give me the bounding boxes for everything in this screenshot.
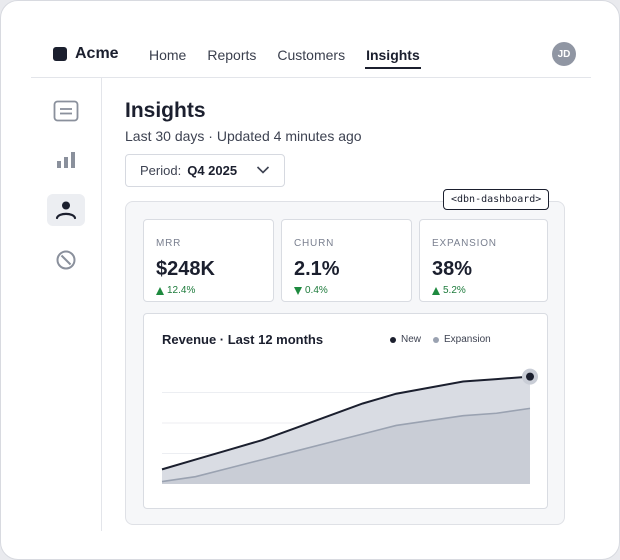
metric-value: 38% bbox=[432, 258, 473, 280]
sidebar-item-reports[interactable] bbox=[47, 144, 85, 176]
metric-delta-value: 5.2% bbox=[443, 285, 466, 296]
brand-name: Acme bbox=[75, 45, 119, 62]
revenue-chart-card: Revenue · Last 12 months New Expansion bbox=[143, 313, 548, 509]
metric-delta: 12.4% bbox=[156, 285, 195, 296]
avatar[interactable]: JD bbox=[552, 42, 576, 66]
metric-key: CHURN bbox=[294, 238, 335, 249]
metric-delta: 0.4% bbox=[294, 285, 328, 296]
series-line-new bbox=[161, 375, 531, 471]
dashboard-panel: MRR $248K 12.4% CHURN 2.1% 0.4% EXPANSIO… bbox=[125, 201, 565, 525]
legend-swatch-expansion bbox=[433, 336, 440, 343]
nav-reports[interactable]: Reports bbox=[207, 47, 257, 63]
series-line-expansion bbox=[161, 407, 531, 483]
trend-down-icon bbox=[294, 286, 302, 295]
metric-value: $248K bbox=[156, 258, 215, 280]
metric-card-expansion: EXPANSION 38% 5.2% bbox=[419, 219, 548, 302]
period-select[interactable]: Period: Q4 2025 bbox=[125, 154, 285, 187]
trend-up-icon bbox=[432, 286, 440, 295]
nav-customers[interactable]: Customers bbox=[277, 47, 346, 63]
trend-up-icon bbox=[156, 286, 164, 295]
metric-delta-value: 0.4% bbox=[305, 285, 328, 296]
page-title: Insights bbox=[125, 99, 206, 122]
area-expansion bbox=[162, 408, 530, 484]
sidebar-item-list[interactable] bbox=[47, 95, 85, 127]
app-window: Acme Home Reports Customers Insights JD bbox=[31, 31, 591, 531]
metric-card-churn: CHURN 2.1% 0.4% bbox=[281, 219, 412, 302]
revenue-chart bbox=[161, 368, 538, 484]
metric-key: EXPANSION bbox=[432, 238, 497, 249]
logo-icon bbox=[53, 47, 67, 61]
top-bar: Acme Home Reports Customers Insights JD bbox=[31, 31, 591, 78]
legend-label: Expansion bbox=[444, 334, 491, 345]
sidebar-item-blocked[interactable] bbox=[47, 244, 85, 276]
chevron-down-icon bbox=[256, 166, 270, 174]
sidebar-item-customers[interactable] bbox=[47, 194, 85, 226]
last-point bbox=[526, 372, 534, 381]
period-value: Q4 2025 bbox=[187, 163, 238, 178]
metric-key: MRR bbox=[156, 238, 182, 249]
legend-label: New bbox=[401, 334, 422, 345]
main-nav: Home Reports Customers Insights bbox=[149, 47, 441, 69]
chart-legend: New Expansion bbox=[390, 334, 503, 345]
sidebar bbox=[31, 78, 102, 531]
chart-title: Revenue · Last 12 months bbox=[162, 332, 324, 347]
legend-item-expansion: Expansion bbox=[433, 334, 491, 345]
bar-chart-icon bbox=[57, 152, 75, 168]
legend-item-new: New bbox=[390, 334, 421, 345]
list-icon bbox=[53, 100, 79, 122]
nav-insights[interactable]: Insights bbox=[365, 47, 421, 69]
person-icon bbox=[55, 201, 77, 220]
blocked-icon bbox=[56, 250, 76, 270]
nav-home[interactable]: Home bbox=[149, 47, 187, 63]
metric-value: 2.1% bbox=[294, 258, 340, 280]
metric-card-mrr: MRR $248K 12.4% bbox=[143, 219, 274, 302]
page-subtitle: Last 30 days · Updated 4 minutes ago bbox=[125, 128, 362, 144]
dashboard-tag: <dbn-dashboard> bbox=[443, 189, 550, 210]
legend-swatch-new bbox=[390, 336, 396, 343]
metric-delta-value: 12.4% bbox=[167, 285, 196, 296]
period-label: Period: bbox=[140, 163, 182, 178]
metric-delta: 5.2% bbox=[432, 285, 466, 296]
